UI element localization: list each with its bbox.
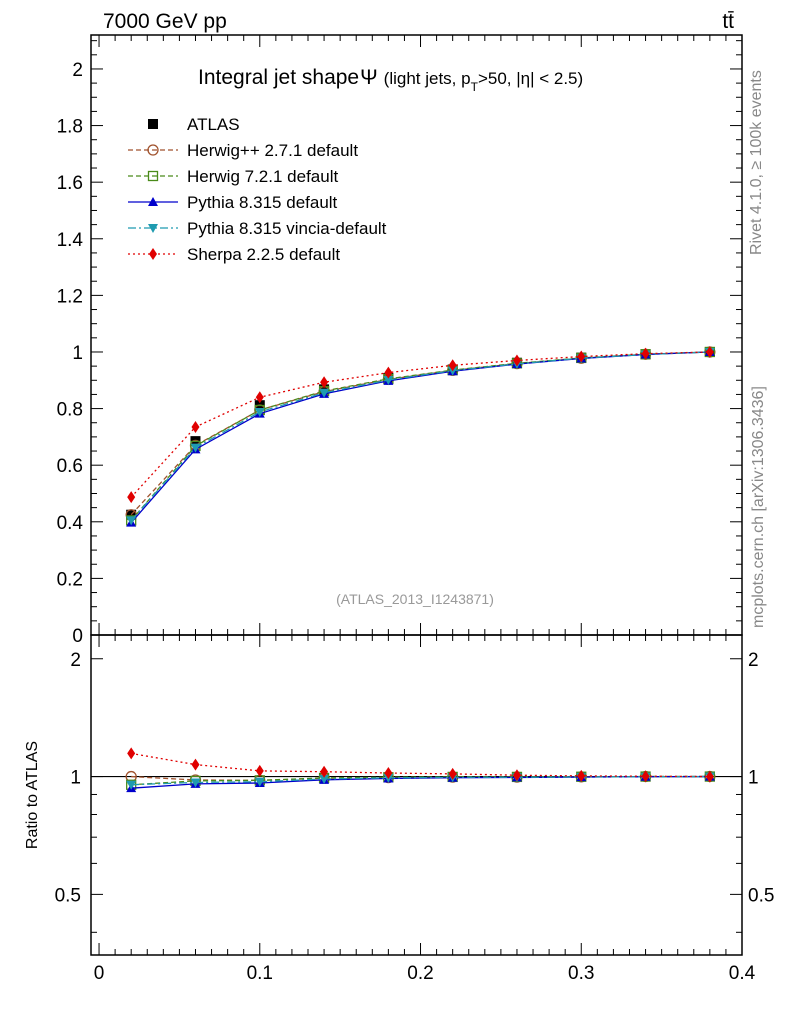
main-series (125, 345, 716, 527)
y-tick-label: 0.6 (57, 456, 83, 477)
legend-marker-vincia (148, 224, 158, 233)
point-sherpa (191, 420, 200, 433)
legend-label-sherpa: Sherpa 2.2.5 default (187, 245, 340, 264)
chart-title: Integral jet shapeΨ (light jets, pT>50, |… (198, 66, 583, 94)
legend-marker-pythia (148, 197, 158, 206)
legend-marker-data (148, 119, 158, 129)
legend: ATLAS Herwig++ 2.7.1 default Herwig 7.2.1 … (128, 115, 387, 264)
chart-title-sub-index: T (471, 80, 479, 94)
legend-marker-herwigpp (147, 144, 159, 156)
point-sherpa (641, 347, 650, 360)
point-sherpa (255, 764, 264, 777)
point-sherpa (255, 391, 264, 404)
ratio-series (125, 747, 716, 793)
legend-marker-sherpa (149, 248, 157, 260)
point-sherpa (384, 366, 393, 379)
ratio-plot-frame (90, 634, 743, 956)
point-sherpa (705, 345, 714, 358)
x-tick-label: 0.3 (568, 963, 594, 984)
y-tick-label: 0.5 (55, 885, 81, 906)
point-vincia (254, 777, 265, 787)
legend-label-herwig7: Herwig 7.2.1 default (187, 167, 338, 186)
series-line-vincia (131, 775, 710, 786)
y-tick-label: 1.2 (57, 286, 83, 307)
y-tick-label-right: 2 (748, 650, 759, 671)
point-sherpa (127, 491, 136, 504)
chart-title-sub-rest: >50, |η| < 2.5) (478, 69, 583, 88)
main-ytick-labels: 0 0.2 0.4 0.6 0.8 1 1.2 1.4 1.6 1.8 2 (57, 60, 84, 647)
series-line-pythia (130, 351, 710, 524)
series-line-vincia (130, 351, 710, 521)
point-vincia (190, 778, 201, 788)
point-vincia (254, 407, 265, 417)
y-tick-label: 0.2 (57, 569, 83, 590)
x-tick-label: 0.4 (729, 963, 756, 984)
ratio-ytick-labels: 0.5 0.5 1 1 2 2 (55, 650, 775, 907)
y-tick-label: 1.6 (57, 173, 83, 194)
ratio-panel: 0.5 0.5 1 1 2 2 0 0.1 0.2 0.3 0.4 Ratio to ATLAS (24, 634, 775, 984)
point-vincia (383, 376, 394, 385)
point-sherpa (448, 359, 457, 372)
y-tick-label: 1.4 (57, 230, 84, 251)
point-vincia (126, 780, 137, 790)
rivet-label: Rivet 4.1.0, ≥ 100k events (748, 70, 765, 255)
point-sherpa (384, 767, 393, 780)
point-sherpa (577, 350, 586, 363)
y-tick-label: 1.8 (57, 117, 83, 138)
point-vincia (190, 443, 201, 453)
x-tick-label: 0 (94, 963, 105, 984)
ratio-ylabel: Ratio to ATLAS (24, 741, 41, 849)
y-tick-label-right: 0.5 (748, 885, 774, 906)
y-tick-label: 0.4 (57, 513, 84, 534)
y-tick-label: 1 (70, 768, 81, 789)
mcplots-label: mcplots.cern.ch [arXiv:1306.3436] (750, 386, 767, 628)
legend-label-herwigpp: Herwig++ 2.7.1 default (187, 141, 358, 160)
point-sherpa (512, 769, 521, 782)
chart-title-sub: (light jets, p (384, 69, 471, 88)
point-vincia (319, 388, 330, 398)
point-sherpa (705, 770, 714, 783)
point-sherpa (512, 354, 521, 367)
point-vincia (319, 774, 330, 784)
point-sherpa (127, 747, 136, 760)
y-tick-label: 0.8 (57, 400, 83, 421)
ratio-ticks (91, 635, 743, 955)
energy-label: 7000 GeV pp (103, 10, 227, 33)
point-sherpa (641, 770, 650, 783)
xtick-labels: 0 0.1 0.2 0.3 0.4 (94, 963, 756, 984)
chart-title-symbol: Ψ (360, 66, 378, 89)
y-tick-label-right: 1 (748, 768, 759, 789)
series-line-sherpa (130, 351, 710, 498)
point-sherpa (191, 758, 200, 771)
point-sherpa (448, 767, 457, 780)
process-label: tt̄ (722, 10, 734, 33)
legend-label-vincia: Pythia 8.315 vincia-default (187, 219, 387, 238)
x-tick-label: 0.2 (407, 963, 433, 984)
y-tick-label: 2 (70, 650, 81, 671)
y-tick-label: 0 (72, 626, 83, 647)
legend-label-pythia: Pythia 8.315 default (187, 193, 338, 212)
main-panel: 0 0.2 0.4 0.6 0.8 1 1.2 1.4 1.6 1.8 2 Integral jet… (57, 34, 743, 647)
y-tick-label: 2 (72, 60, 83, 81)
point-sherpa (320, 376, 329, 389)
x-tick-label: 0.1 (247, 963, 273, 984)
main-ticks (91, 35, 743, 636)
point-sherpa (577, 769, 586, 782)
point-sherpa (320, 765, 329, 778)
point-vincia (126, 516, 137, 526)
chart-title-text: Integral jet shape (198, 66, 359, 89)
y-tick-label: 1 (72, 343, 83, 364)
legend-marker-herwig7 (147, 170, 159, 182)
series-line-sherpa (131, 752, 710, 778)
legend-label-data: ATLAS (187, 115, 240, 134)
analysis-label: (ATLAS_2013_I1243871) (336, 591, 494, 607)
